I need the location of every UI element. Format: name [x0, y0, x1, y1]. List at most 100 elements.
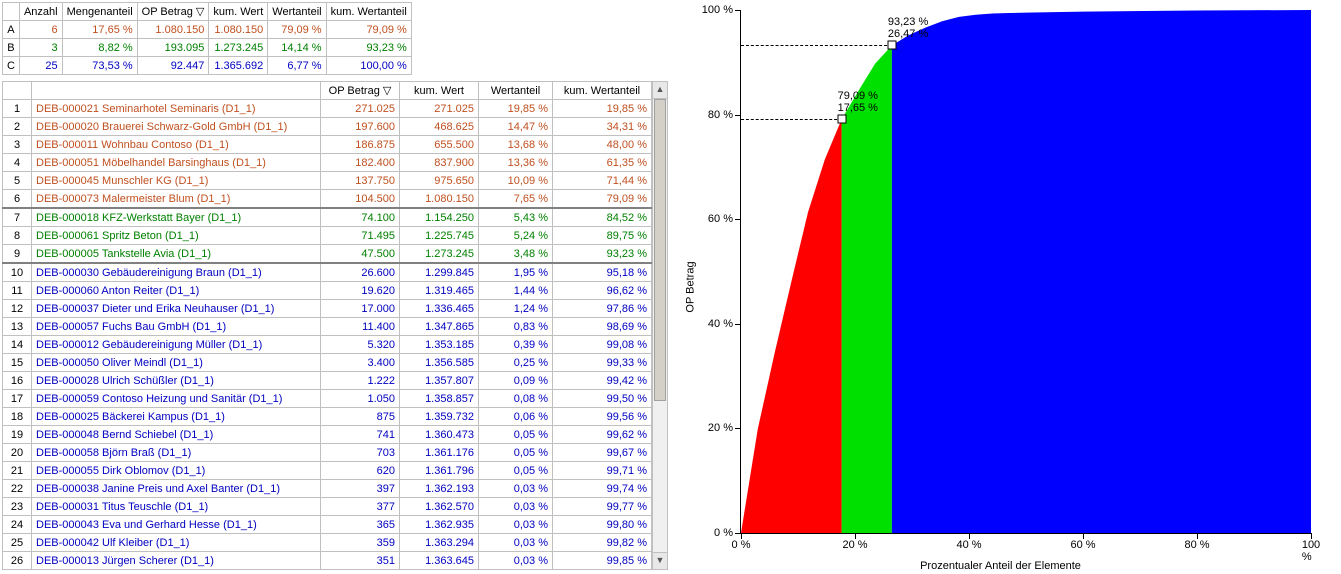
summary-header[interactable]: Mengenanteil [62, 3, 137, 21]
detail-row[interactable]: 8DEB-000061 Spritz Beton (D1_1)71.4951.2… [3, 227, 652, 245]
detail-cell: 1.361.796 [400, 462, 479, 480]
detail-cell: 875 [321, 408, 400, 426]
summary-cell: B [3, 39, 20, 57]
detail-cell: 48,00 % [553, 136, 652, 154]
summary-header[interactable] [3, 3, 20, 21]
x-tick-label: 0 % [732, 539, 751, 551]
detail-cell: DEB-000020 Brauerei Schwarz-Gold GmbH (D… [32, 118, 321, 136]
detail-row[interactable]: 24DEB-000043 Eva und Gerhard Hesse (D1_1… [3, 516, 652, 534]
detail-cell: 13,68 % [479, 136, 553, 154]
detail-row[interactable]: 7DEB-000018 KFZ-Werkstatt Bayer (D1_1)74… [3, 208, 652, 227]
detail-cell: DEB-000060 Anton Reiter (D1_1) [32, 282, 321, 300]
detail-cell: 741 [321, 426, 400, 444]
detail-cell: 19,85 % [553, 100, 652, 118]
detail-cell: 1.336.465 [400, 300, 479, 318]
summary-header[interactable]: kum. Wertanteil [326, 3, 411, 21]
abc-summary-table: AnzahlMengenanteilOP Betrag ▽kum. WertWe… [2, 2, 412, 75]
detail-row[interactable]: 14DEB-000012 Gebäudereinigung Müller (D1… [3, 336, 652, 354]
y-tick-label: 80 % [708, 109, 733, 121]
detail-row[interactable]: 18DEB-000025 Bäckerei Kampus (D1_1)8751.… [3, 408, 652, 426]
summary-cell: C [3, 57, 20, 75]
summary-header[interactable]: OP Betrag ▽ [137, 3, 209, 21]
x-tick-label: 40 % [956, 539, 981, 551]
detail-cell: DEB-000042 Ulf Kleiber (D1_1) [32, 534, 321, 552]
summary-row[interactable]: B38,82 %193.0951.273.24514,14 %93,23 % [3, 39, 412, 57]
detail-header[interactable] [32, 82, 321, 100]
summary-header[interactable]: Anzahl [19, 3, 62, 21]
detail-cell: 13 [3, 318, 32, 336]
detail-row[interactable]: 20DEB-000058 Björn Braß (D1_1)7031.361.1… [3, 444, 652, 462]
detail-row[interactable]: 26DEB-000013 Jürgen Scherer (D1_1)3511.3… [3, 552, 652, 570]
detail-cell: 1.353.185 [400, 336, 479, 354]
detail-cell: 137.750 [321, 172, 400, 190]
detail-cell: 271.025 [321, 100, 400, 118]
detail-cell: DEB-000013 Jürgen Scherer (D1_1) [32, 552, 321, 570]
detail-table-wrap: OP Betrag ▽kum. WertWertanteilkum. Werta… [2, 81, 652, 570]
y-tick-label: 60 % [708, 213, 733, 225]
summary-cell: 92.447 [137, 57, 209, 75]
detail-cell: 2 [3, 118, 32, 136]
detail-row[interactable]: 10DEB-000030 Gebäudereinigung Braun (D1_… [3, 263, 652, 282]
detail-row[interactable]: 22DEB-000038 Janine Preis und Axel Bante… [3, 480, 652, 498]
summary-header[interactable]: kum. Wert [209, 3, 268, 21]
summary-header[interactable]: Wertanteil [268, 3, 326, 21]
detail-cell: 19,85 % [479, 100, 553, 118]
detail-header[interactable]: kum. Wertanteil [553, 82, 652, 100]
y-tick-label: 100 % [702, 4, 733, 16]
detail-row[interactable]: 5DEB-000045 Munschler KG (D1_1)137.75097… [3, 172, 652, 190]
detail-cell: 1.080.150 [400, 190, 479, 209]
detail-cell: 186.875 [321, 136, 400, 154]
detail-row[interactable]: 16DEB-000028 Ulrich Schüßler (D1_1)1.222… [3, 372, 652, 390]
detail-cell: 0,05 % [479, 462, 553, 480]
detail-row[interactable]: 19DEB-000048 Bernd Schiebel (D1_1)7411.3… [3, 426, 652, 444]
detail-table: OP Betrag ▽kum. WertWertanteilkum. Werta… [2, 81, 652, 570]
detail-cell: 97,86 % [553, 300, 652, 318]
detail-cell: 98,69 % [553, 318, 652, 336]
guide-line [741, 45, 892, 46]
detail-row[interactable]: 1DEB-000021 Seminarhotel Seminaris (D1_1… [3, 100, 652, 118]
detail-cell: 0,05 % [479, 444, 553, 462]
detail-header[interactable] [3, 82, 32, 100]
detail-header[interactable]: Wertanteil [479, 82, 553, 100]
detail-row[interactable]: 2DEB-000020 Brauerei Schwarz-Gold GmbH (… [3, 118, 652, 136]
detail-header[interactable]: kum. Wert [400, 82, 479, 100]
detail-cell: 74.100 [321, 208, 400, 227]
detail-cell: 99,08 % [553, 336, 652, 354]
detail-row[interactable]: 12DEB-000037 Dieter und Erika Neuhauser … [3, 300, 652, 318]
detail-header[interactable]: OP Betrag ▽ [321, 82, 400, 100]
pareto-chart: OP Betrag Prozentualer Anteil der Elemen… [660, 0, 1341, 574]
detail-cell: 0,03 % [479, 552, 553, 570]
detail-cell: 89,75 % [553, 227, 652, 245]
y-tick [735, 115, 741, 116]
detail-row[interactable]: 9DEB-000005 Tankstelle Avia (D1_1)47.500… [3, 245, 652, 264]
detail-cell: 12 [3, 300, 32, 318]
detail-cell: 0,03 % [479, 534, 553, 552]
detail-row[interactable]: 23DEB-000031 Titus Teuschle (D1_1)3771.3… [3, 498, 652, 516]
summary-cell: 100,00 % [326, 57, 411, 75]
detail-cell: 5.320 [321, 336, 400, 354]
summary-row[interactable]: C2573,53 %92.4471.365.6926,77 %100,00 % [3, 57, 412, 75]
detail-cell: 104.500 [321, 190, 400, 209]
detail-row[interactable]: 3DEB-000011 Wohnbau Contoso (D1_1)186.87… [3, 136, 652, 154]
detail-cell: 397 [321, 480, 400, 498]
detail-row[interactable]: 11DEB-000060 Anton Reiter (D1_1)19.6201.… [3, 282, 652, 300]
detail-cell: 71,44 % [553, 172, 652, 190]
chart-annotation: 93,23 %26,47 % [888, 16, 928, 40]
detail-row[interactable]: 6DEB-000073 Malermeister Blum (D1_1)104.… [3, 190, 652, 209]
detail-cell: 0,09 % [479, 372, 553, 390]
chart-pane: OP Betrag Prozentualer Anteil der Elemen… [660, 0, 1341, 574]
detail-row[interactable]: 4DEB-000051 Möbelhandel Barsinghaus (D1_… [3, 154, 652, 172]
detail-row[interactable]: 13DEB-000057 Fuchs Bau GmbH (D1_1)11.400… [3, 318, 652, 336]
detail-row[interactable]: 21DEB-000055 Dirk Oblomov (D1_1)6201.361… [3, 462, 652, 480]
summary-cell: 1.080.150 [209, 21, 268, 39]
detail-cell: 359 [321, 534, 400, 552]
detail-row[interactable]: 25DEB-000042 Ulf Kleiber (D1_1)3591.363.… [3, 534, 652, 552]
detail-cell: 1.363.645 [400, 552, 479, 570]
breakpoint-marker [887, 41, 896, 50]
summary-row[interactable]: A617,65 %1.080.1501.080.15079,09 %79,09 … [3, 21, 412, 39]
detail-row[interactable]: 17DEB-000059 Contoso Heizung und Sanitär… [3, 390, 652, 408]
detail-cell: 1,95 % [479, 263, 553, 282]
detail-row[interactable]: 15DEB-000050 Oliver Meindl (D1_1)3.4001.… [3, 354, 652, 372]
detail-cell: DEB-000037 Dieter und Erika Neuhauser (D… [32, 300, 321, 318]
detail-cell: 0,83 % [479, 318, 553, 336]
